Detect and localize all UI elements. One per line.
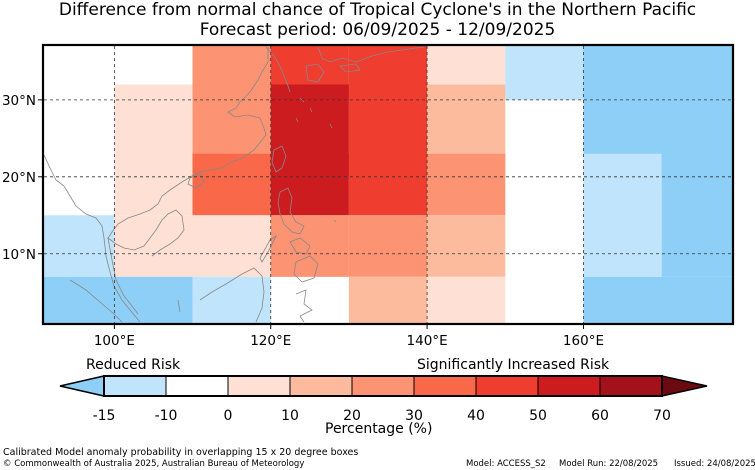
anomaly-cell [44, 215, 115, 277]
colorbar-bin [599, 375, 663, 397]
footer-copyright: © Commonwealth of Australia 2025, Austra… [3, 459, 305, 469]
coastline-burma [43, 154, 141, 323]
lat-tick-label: 20°N [2, 170, 36, 186]
colorbar-bin [413, 375, 477, 397]
anomaly-cell [583, 276, 732, 323]
reduced-risk-label: Reduced Risk [86, 357, 181, 373]
colorbar-tick-label: 40 [467, 408, 485, 424]
colorbar-extend-high [661, 375, 708, 397]
colorbar-tick-label: 60 [591, 408, 609, 424]
coastline-shikoku [339, 63, 361, 73]
anomaly-cell [427, 215, 506, 277]
map-frame [41, 43, 735, 326]
colorbar-frame [103, 375, 663, 397]
footer-description: Calibrated Model anomaly probability in … [3, 447, 359, 458]
colorbar-tick-label: 50 [529, 408, 547, 424]
colorbar-tick-label: -10 [155, 408, 178, 424]
lat-tick-label: 10°N [2, 247, 36, 263]
coastline-china [191, 47, 269, 177]
map-title: Difference from normal chance of Tropica… [58, 0, 697, 20]
colorbar-tick-label: 70 [653, 408, 671, 424]
colorbar-tick-label: 0 [224, 408, 233, 424]
colorbar-bin [537, 375, 601, 397]
colorbar-tick-label: 20 [343, 408, 361, 424]
coastline-hainan [187, 173, 205, 189]
colorbar-bin [165, 375, 229, 397]
coastlines [43, 46, 425, 323]
footer-model: Model: ACCESS_S2 [466, 459, 546, 469]
anomaly-cell [192, 215, 271, 277]
coastline-visayas [289, 237, 311, 255]
coastline-malaysia [107, 237, 139, 315]
anomaly-cell [583, 153, 662, 277]
anomaly-cell [427, 276, 506, 323]
coastline-sumatra [69, 279, 123, 323]
coastline-micro-islands [177, 219, 337, 313]
lon-tick-label: 140°E [407, 333, 448, 349]
lat-tick-label: 30°N [2, 93, 36, 109]
coastline-sulawesi [295, 289, 313, 323]
anomaly-cell [270, 153, 349, 216]
anomaly-cell [348, 153, 428, 216]
coastline-luzon [277, 187, 305, 235]
coastline-mindanao [293, 255, 319, 283]
lon-tick-label: 120°E [250, 333, 291, 349]
coastline-kyushu [305, 63, 325, 83]
colorbar-bin [351, 375, 415, 397]
coastline-japan [317, 46, 425, 63]
colorbar-bin [103, 375, 167, 397]
anomaly-cell [661, 153, 732, 277]
coastline-korea [265, 46, 291, 93]
colorbar-xlabel: Percentage (%) [325, 421, 433, 437]
colorbar-tick-label: 30 [405, 408, 423, 424]
anomaly-cell [114, 84, 193, 177]
increased-risk-label: Significantly Increased Risk [417, 357, 610, 373]
footer-model-run: Model Run: 22/08/2025 [559, 459, 659, 469]
anomaly-cells [44, 46, 732, 323]
coastline-taiwan [271, 145, 287, 173]
colorbar-tick-label: 10 [281, 408, 299, 424]
anomaly-cell [348, 276, 428, 323]
forecast-period: Forecast period: 06/09/2025 - 12/09/2025 [199, 20, 556, 40]
colorbar: -15 -10 0 10 20 30 40 50 60 70 [59, 375, 708, 424]
graticule [44, 46, 732, 323]
anomaly-cell [505, 46, 584, 100]
lon-tick-label: 100°E [94, 333, 135, 349]
anomaly-cell [114, 215, 193, 277]
colorbar-bin [475, 375, 539, 397]
coastline-indochina [107, 175, 193, 257]
colorbar-extend-low [59, 375, 105, 397]
colorbar-bin [289, 375, 353, 397]
footer-issued: Issued: 24/08/2025 [674, 459, 755, 469]
axis-ticks: 100°E 120°E 140°E 160°E 10°N 20°N 30°N [2, 93, 604, 349]
anomaly-cell [348, 215, 428, 277]
coastline-palawan [259, 234, 278, 263]
colorbar-tick-label: -15 [93, 408, 116, 424]
colorbar-bin [227, 375, 291, 397]
lon-tick-label: 160°E [563, 333, 604, 349]
anomaly-cell [427, 153, 506, 216]
coastline-borneo [199, 267, 265, 323]
anomaly-cell [192, 153, 271, 216]
anomaly-cell [192, 276, 271, 323]
